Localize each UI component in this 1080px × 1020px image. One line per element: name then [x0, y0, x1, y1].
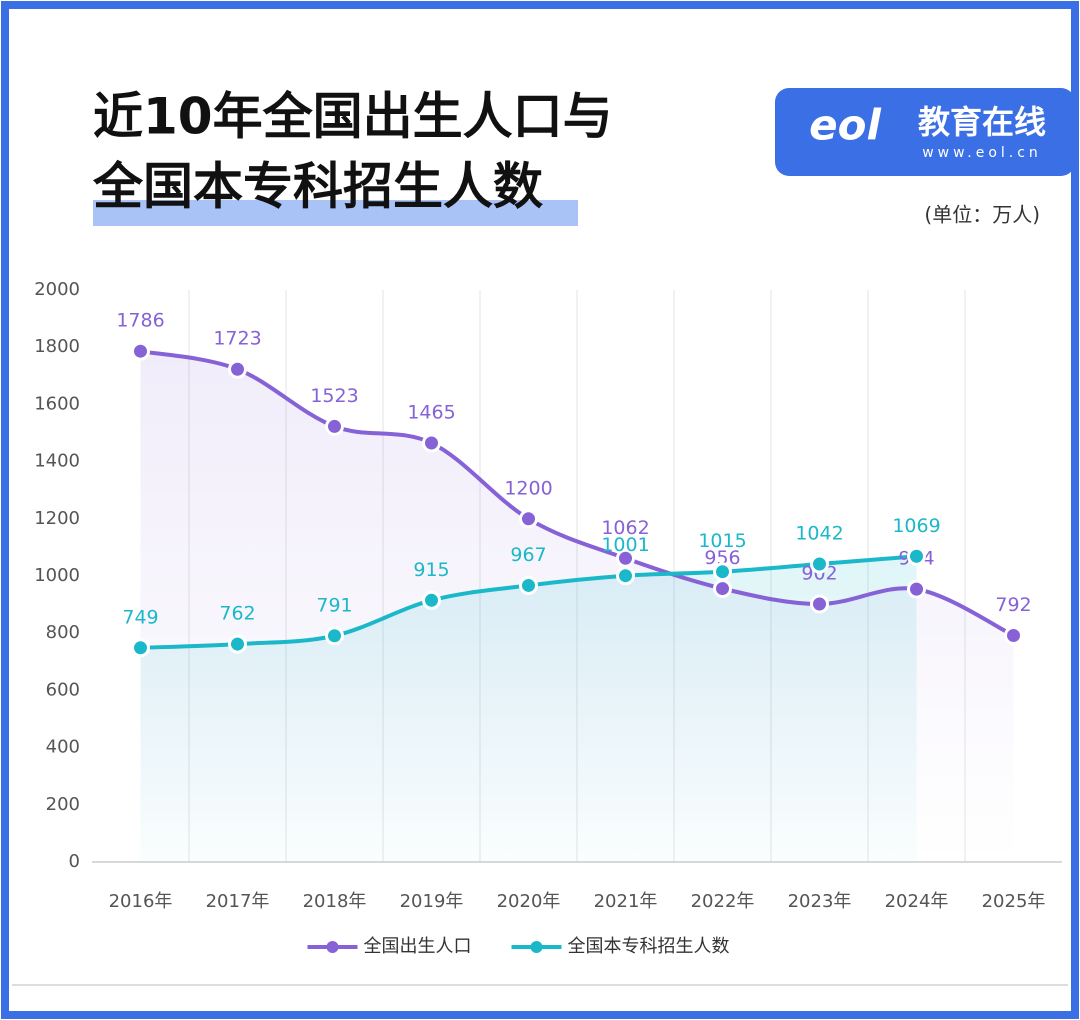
point — [713, 562, 732, 582]
value-label: 1001 — [601, 534, 649, 556]
value-label: 1465 — [407, 402, 455, 424]
x-tick-label: 2020年 — [497, 891, 561, 912]
point — [422, 590, 441, 610]
legend-label: 全国本专科招生人数 — [568, 936, 730, 957]
logo-mark: eol — [809, 101, 881, 150]
x-tick-label: 2023年 — [788, 891, 852, 912]
value-label: 967 — [510, 544, 546, 566]
x-tick-label: 2022年 — [691, 891, 755, 912]
x-tick-label: 2019年 — [400, 891, 464, 912]
y-tick-label: 600 — [46, 679, 80, 700]
y-tick-label: 1800 — [34, 336, 80, 357]
point — [1004, 625, 1023, 645]
x-tick-label: 2016年 — [109, 891, 173, 912]
value-label: 1069 — [892, 515, 940, 537]
value-label: 915 — [413, 559, 449, 581]
value-label: 762 — [219, 603, 255, 625]
x-tick-label: 2025年 — [982, 891, 1046, 912]
point — [228, 634, 247, 654]
y-tick-label: 1400 — [34, 451, 80, 472]
y-tick-label: 800 — [46, 622, 80, 643]
value-label: 1062 — [601, 517, 649, 539]
value-label: 1042 — [795, 522, 843, 544]
point — [810, 554, 829, 574]
point — [131, 638, 150, 658]
value-label: 791 — [316, 594, 352, 616]
point — [519, 509, 538, 529]
point — [131, 341, 150, 361]
value-label: 792 — [995, 594, 1031, 616]
x-tick-label: 2018年 — [303, 891, 367, 912]
logo-box — [775, 88, 1075, 176]
value-label: 902 — [801, 563, 837, 585]
y-tick-label: 1000 — [34, 565, 80, 586]
point — [810, 594, 829, 614]
legend-swatch-dot — [530, 941, 543, 953]
point — [519, 575, 538, 595]
value-label: 1015 — [698, 530, 746, 552]
value-label: 1523 — [310, 385, 358, 407]
point — [616, 566, 635, 586]
point — [422, 433, 441, 453]
line — [140, 349, 1015, 638]
value-label: 1200 — [504, 477, 552, 499]
point — [325, 626, 344, 646]
chart-title: 全国本专科招生人数 — [92, 158, 543, 216]
point — [325, 416, 344, 436]
y-tick-label: 1200 — [34, 508, 80, 529]
y-tick-label: 2000 — [34, 279, 80, 300]
point — [907, 579, 926, 599]
value-label: 1723 — [213, 328, 261, 350]
x-tick-label: 2021年 — [594, 891, 658, 912]
y-tick-label: 200 — [46, 794, 80, 815]
value-label: 749 — [122, 606, 158, 628]
value-label: 956 — [704, 547, 740, 569]
chart-title: 近10年全国出生人口与 — [93, 88, 613, 146]
value-label: 1786 — [116, 310, 164, 332]
area — [140, 556, 917, 862]
y-tick-label: 0 — [69, 851, 80, 872]
legend-label: 全国出生人口 — [364, 936, 472, 957]
point — [907, 546, 926, 566]
x-tick-label: 2024年 — [885, 891, 949, 912]
unit-label: (单位：万人) — [924, 203, 1040, 227]
point — [228, 359, 247, 379]
title-highlight — [93, 200, 578, 226]
point — [713, 579, 732, 599]
legend-swatch-dot — [326, 941, 339, 953]
logo-url: www.eol.cn — [922, 145, 1042, 161]
y-tick-label: 400 — [46, 737, 80, 758]
logo-text: 教育在线 — [918, 103, 1046, 141]
y-tick-label: 1600 — [34, 393, 80, 414]
x-tick-label: 2017年 — [206, 891, 270, 912]
